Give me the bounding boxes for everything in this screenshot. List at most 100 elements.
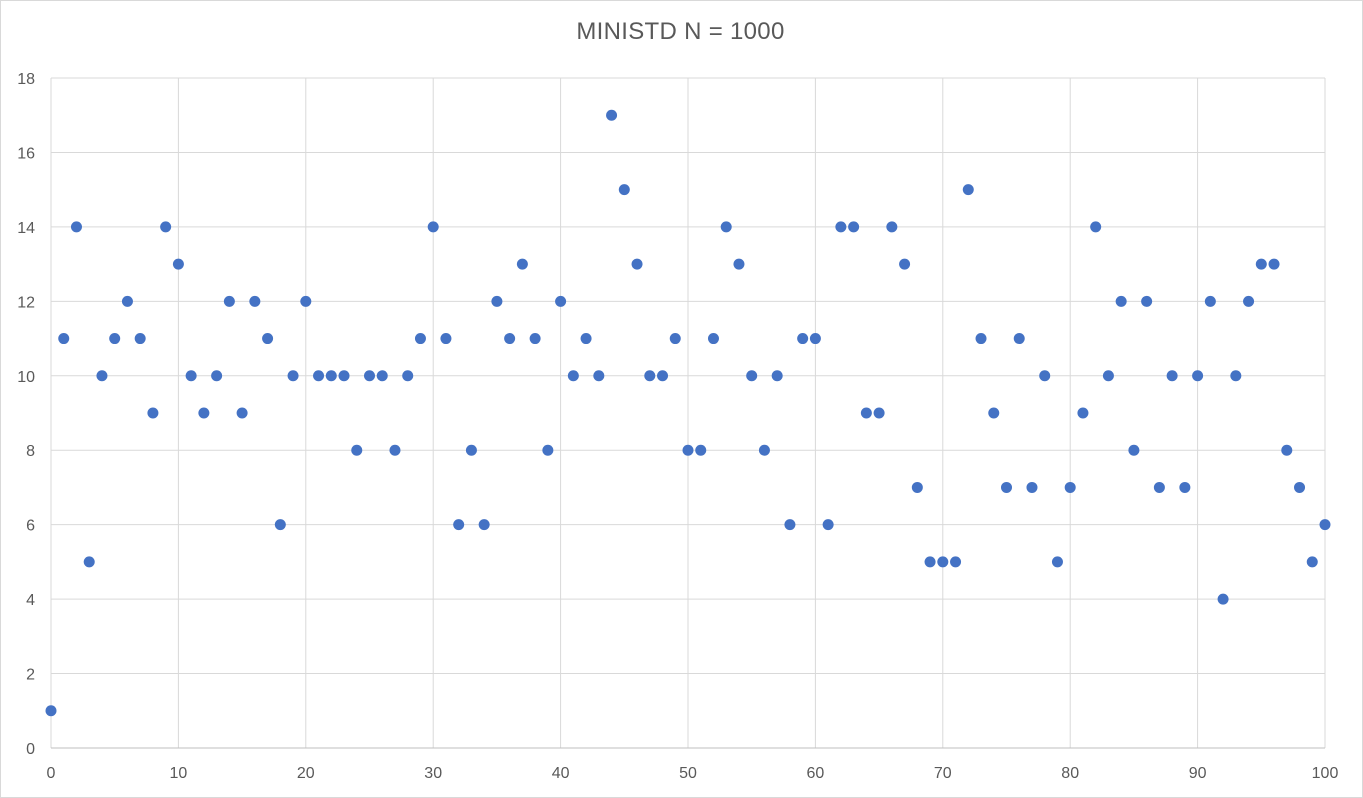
data-point [478,519,490,531]
y-tick-label: 16 [17,145,35,162]
data-point [1102,370,1114,382]
y-tick-label: 14 [17,220,35,237]
data-point [1090,221,1102,233]
y-tick-label: 8 [26,443,35,460]
data-point [160,221,172,233]
data-point [223,295,235,307]
x-tick-label: 50 [679,765,697,782]
x-tick-label: 100 [1312,765,1339,782]
data-point [147,407,159,419]
data-point [555,295,567,307]
data-point [682,444,694,456]
data-point [924,556,936,568]
data-point [389,444,401,456]
chart-title: MINISTD N = 1000 [576,18,785,45]
x-tick-label: 60 [807,765,825,782]
data-point [96,370,108,382]
data-point [733,258,745,270]
data-point [313,370,325,382]
data-point [1128,444,1140,456]
data-point [873,407,885,419]
data-point [657,370,669,382]
data-point [1051,556,1063,568]
data-point [516,258,528,270]
data-point [606,109,618,121]
y-tick-label: 0 [26,741,35,758]
data-point [962,184,974,196]
data-point [453,519,465,531]
data-point [695,444,707,456]
data-point [287,370,299,382]
data-point [1153,481,1165,493]
data-point [720,221,732,233]
data-point [529,333,541,345]
y-tick-label: 4 [26,592,35,609]
y-tick-label: 6 [26,518,35,535]
x-tick-label: 40 [552,765,570,782]
data-point [1255,258,1267,270]
x-tick-label: 90 [1189,765,1207,782]
vertical-gridlines [50,78,1326,748]
data-point [427,221,439,233]
x-tick-label: 0 [47,765,56,782]
data-point [886,221,898,233]
data-point [822,519,834,531]
y-tick-label: 18 [17,71,35,88]
data-point [414,333,426,345]
data-point [707,333,719,345]
data-point [338,370,350,382]
data-point [1077,407,1089,419]
data-point [1217,593,1229,605]
data-point [300,295,312,307]
data-point [1141,295,1153,307]
data-point [1294,481,1306,493]
data-point [83,556,95,568]
data-point [1115,295,1127,307]
x-tick-label: 80 [1061,765,1079,782]
data-point [580,333,592,345]
data-point [1230,370,1242,382]
data-point [644,370,656,382]
data-point [1001,481,1012,493]
data-point [262,333,274,345]
data-point [440,333,452,345]
data-point [899,258,911,270]
data-point [542,444,554,456]
data-point [618,184,630,196]
data-point [669,333,681,345]
data-point [1026,481,1038,493]
data-point [1204,295,1216,307]
data-point [567,370,579,382]
data-point [351,444,363,456]
data-point [45,705,57,717]
data-point [784,519,796,531]
data-point [911,481,923,493]
data-points [45,109,1331,717]
data-point [185,370,197,382]
data-point [58,333,70,345]
data-point [1179,481,1191,493]
data-point [1281,444,1293,456]
data-point [1268,258,1280,270]
data-point [809,333,821,345]
data-point [249,295,261,307]
data-point [758,444,770,456]
x-tick-label: 20 [297,765,315,782]
x-tick-label: 70 [934,765,952,782]
data-point [70,221,82,233]
data-point [325,370,337,382]
data-point [771,370,783,382]
data-point [376,370,388,382]
data-point [1243,295,1255,307]
y-tick-label: 12 [17,294,35,311]
data-point [402,370,414,382]
data-point [593,370,605,382]
data-point [848,221,860,233]
data-point [1192,370,1204,382]
data-point [937,556,949,568]
data-point [198,407,210,419]
data-point [950,556,962,568]
data-point [236,407,248,419]
data-point [364,370,375,382]
